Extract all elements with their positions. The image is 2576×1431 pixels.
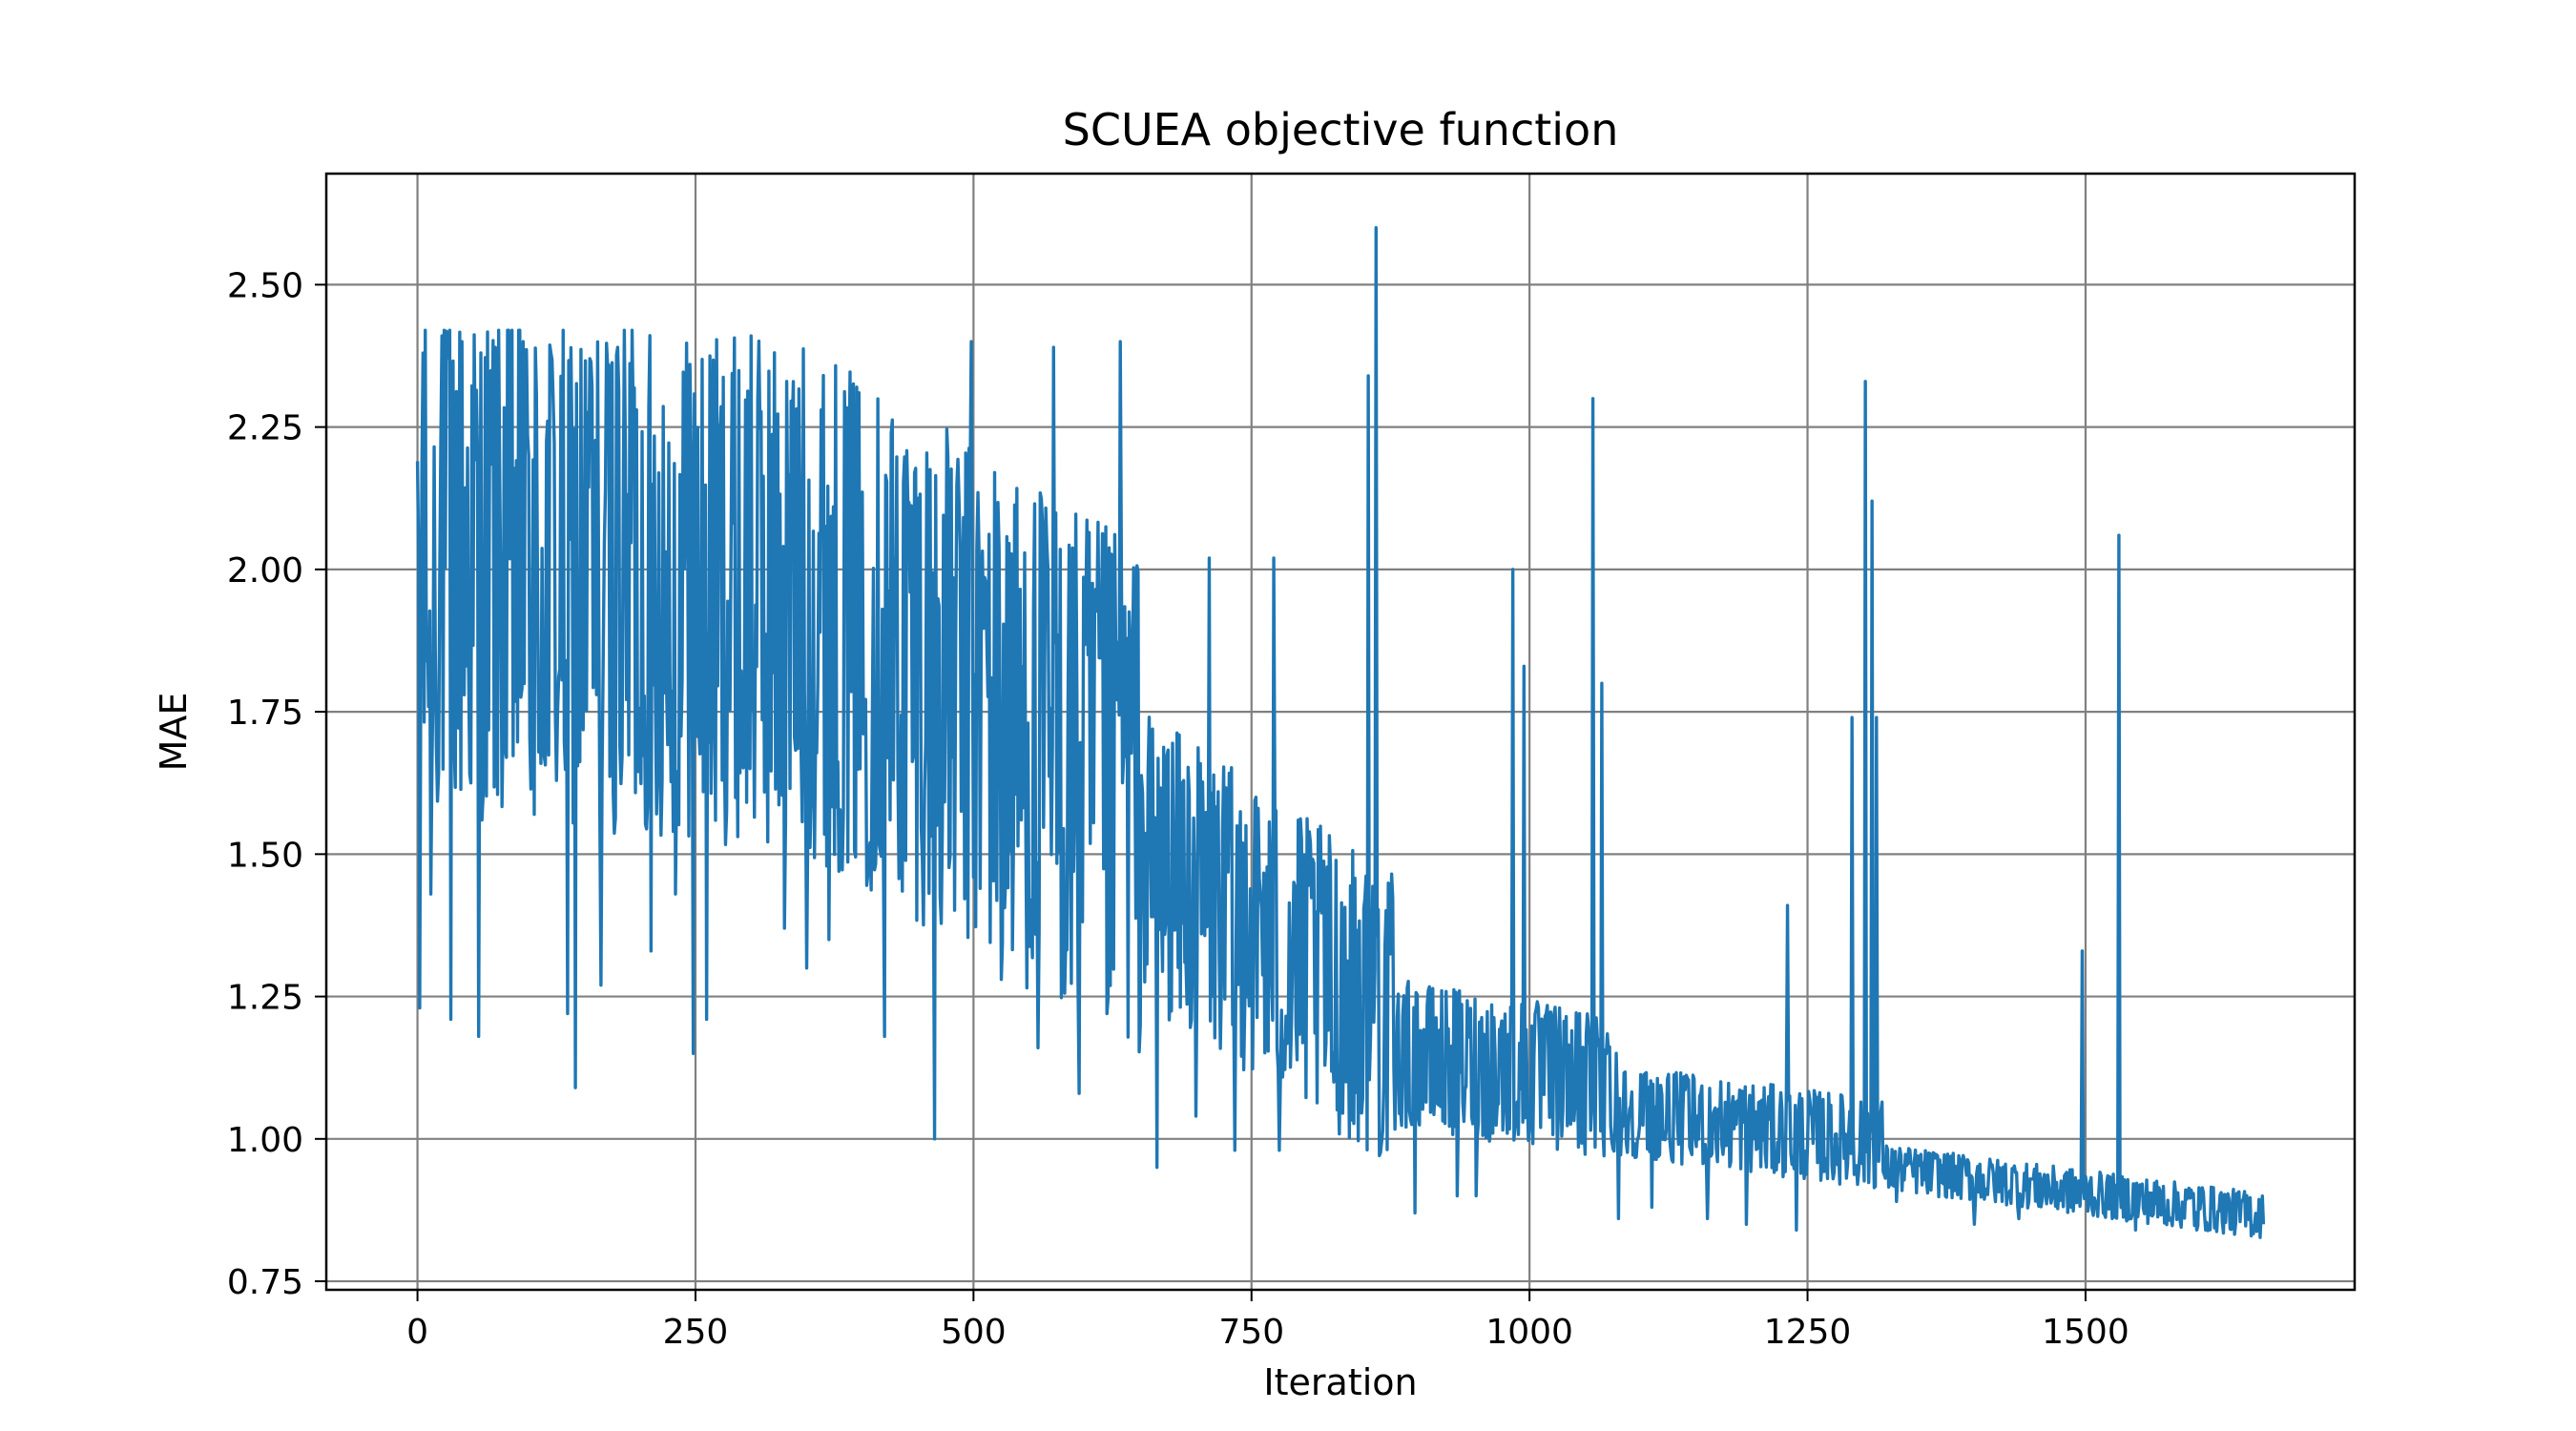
y-tick-label: 0.75 — [227, 1263, 303, 1302]
y-tick-label: 1.00 — [227, 1121, 303, 1160]
x-tick-label: 500 — [941, 1313, 1007, 1352]
x-tick-label: 0 — [406, 1313, 428, 1352]
x-tick-label: 1250 — [1764, 1313, 1852, 1352]
x-tick-label: 1000 — [1485, 1313, 1573, 1352]
x-tick-label: 1500 — [2042, 1313, 2129, 1352]
y-axis-label: MAE — [153, 693, 195, 772]
y-tick-label: 1.75 — [227, 694, 303, 733]
y-tick-label: 2.50 — [227, 266, 303, 305]
axis-ticks: 0 250 500 750 1000 1250 1500 0.75 1.00 1.25 1.50 1.… — [227, 266, 2129, 1352]
data-series — [415, 226, 2266, 1239]
x-axis-label: Iteration — [1263, 1361, 1417, 1403]
chart-title: SCUEA objective function — [1063, 104, 1619, 156]
x-tick-label: 250 — [663, 1313, 729, 1352]
objective-line — [415, 226, 2266, 1239]
y-tick-label: 1.25 — [227, 979, 303, 1018]
x-tick-label: 750 — [1218, 1313, 1284, 1352]
plot-frame — [324, 172, 2357, 1292]
y-tick-label: 2.00 — [227, 551, 303, 591]
y-tick-label: 2.25 — [227, 409, 303, 448]
y-tick-label: 1.50 — [227, 836, 303, 875]
grid-lines — [326, 174, 2355, 1290]
